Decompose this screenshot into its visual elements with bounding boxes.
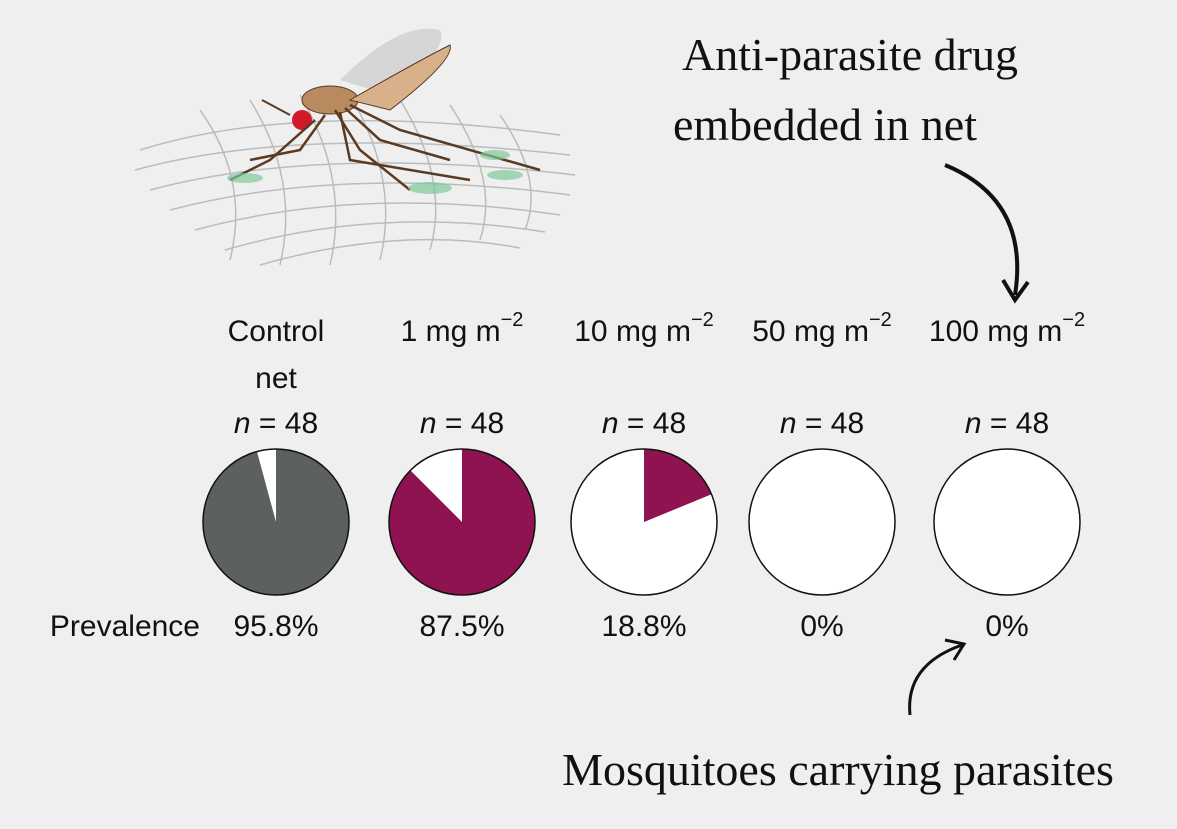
- group-label-text: 10 mg m: [574, 315, 691, 348]
- group-label: 10 mg m−2: [574, 309, 714, 348]
- n-value: 48: [831, 407, 864, 440]
- pie-slice: [644, 449, 712, 522]
- group-label-text: 50 mg m: [752, 315, 869, 348]
- group-label: 50 mg m−2: [752, 309, 892, 348]
- group-label-exponent: −2: [869, 309, 892, 331]
- n-value: 48: [1016, 407, 1049, 440]
- group-label: net: [255, 362, 297, 395]
- prevalence-label: 0%: [800, 610, 843, 643]
- equals: =: [805, 407, 823, 440]
- pie-slice: [389, 449, 535, 595]
- equals: =: [990, 407, 1008, 440]
- pie-outline: [933, 448, 1081, 596]
- annotation: embedded in net: [673, 99, 977, 150]
- group-label: 1 mg m−2: [401, 309, 524, 348]
- sample-size: n = 48: [780, 407, 864, 440]
- annotation: Anti-parasite drug: [682, 29, 1018, 80]
- prevalence-label: 87.5%: [419, 610, 504, 643]
- prevalence-label: 0%: [985, 610, 1028, 643]
- arrow: [944, 163, 1020, 296]
- pie-outline: [388, 448, 536, 596]
- n-symbol: n: [420, 407, 437, 440]
- group-label-text: net: [255, 362, 297, 395]
- equals: =: [627, 407, 645, 440]
- group-label: Control: [228, 315, 325, 348]
- annotation: Mosquitoes carrying parasites: [562, 744, 1114, 795]
- n-symbol: n: [780, 407, 797, 440]
- group-label-text: 1 mg m: [401, 315, 501, 348]
- sample-size: n = 48: [602, 407, 686, 440]
- group-label: 100 mg m−2: [929, 309, 1085, 348]
- group-label-exponent: −2: [691, 309, 714, 331]
- n-value: 48: [653, 407, 686, 440]
- pie-outline: [748, 448, 896, 596]
- row-label: Prevalence: [50, 610, 200, 643]
- pie-background: [749, 449, 895, 595]
- n-symbol: n: [602, 407, 619, 440]
- sample-size: n = 48: [965, 407, 1049, 440]
- pie-outline: [202, 448, 350, 596]
- n-value: 48: [471, 407, 504, 440]
- equals: =: [445, 407, 463, 440]
- n-symbol: n: [965, 407, 982, 440]
- arrowhead: [944, 638, 967, 661]
- group-label-text: Control: [228, 315, 325, 348]
- sample-size: n = 48: [234, 407, 318, 440]
- n-symbol: n: [234, 407, 251, 440]
- prevalence-label: 95.8%: [233, 610, 318, 643]
- equals: =: [259, 407, 277, 440]
- prevalence-label: 18.8%: [601, 610, 686, 643]
- arrow: [908, 643, 963, 716]
- arrowhead: [1001, 278, 1030, 304]
- pie-slice: [202, 449, 349, 595]
- sample-size: n = 48: [420, 407, 504, 440]
- n-value: 48: [285, 407, 318, 440]
- pie-outline: [570, 448, 718, 596]
- group-label-text: 100 mg m: [929, 315, 1062, 348]
- pie-background: [934, 449, 1080, 595]
- group-label-exponent: −2: [1062, 309, 1085, 331]
- group-label-exponent: −2: [501, 309, 524, 331]
- mosquito-illustration: [134, 28, 576, 266]
